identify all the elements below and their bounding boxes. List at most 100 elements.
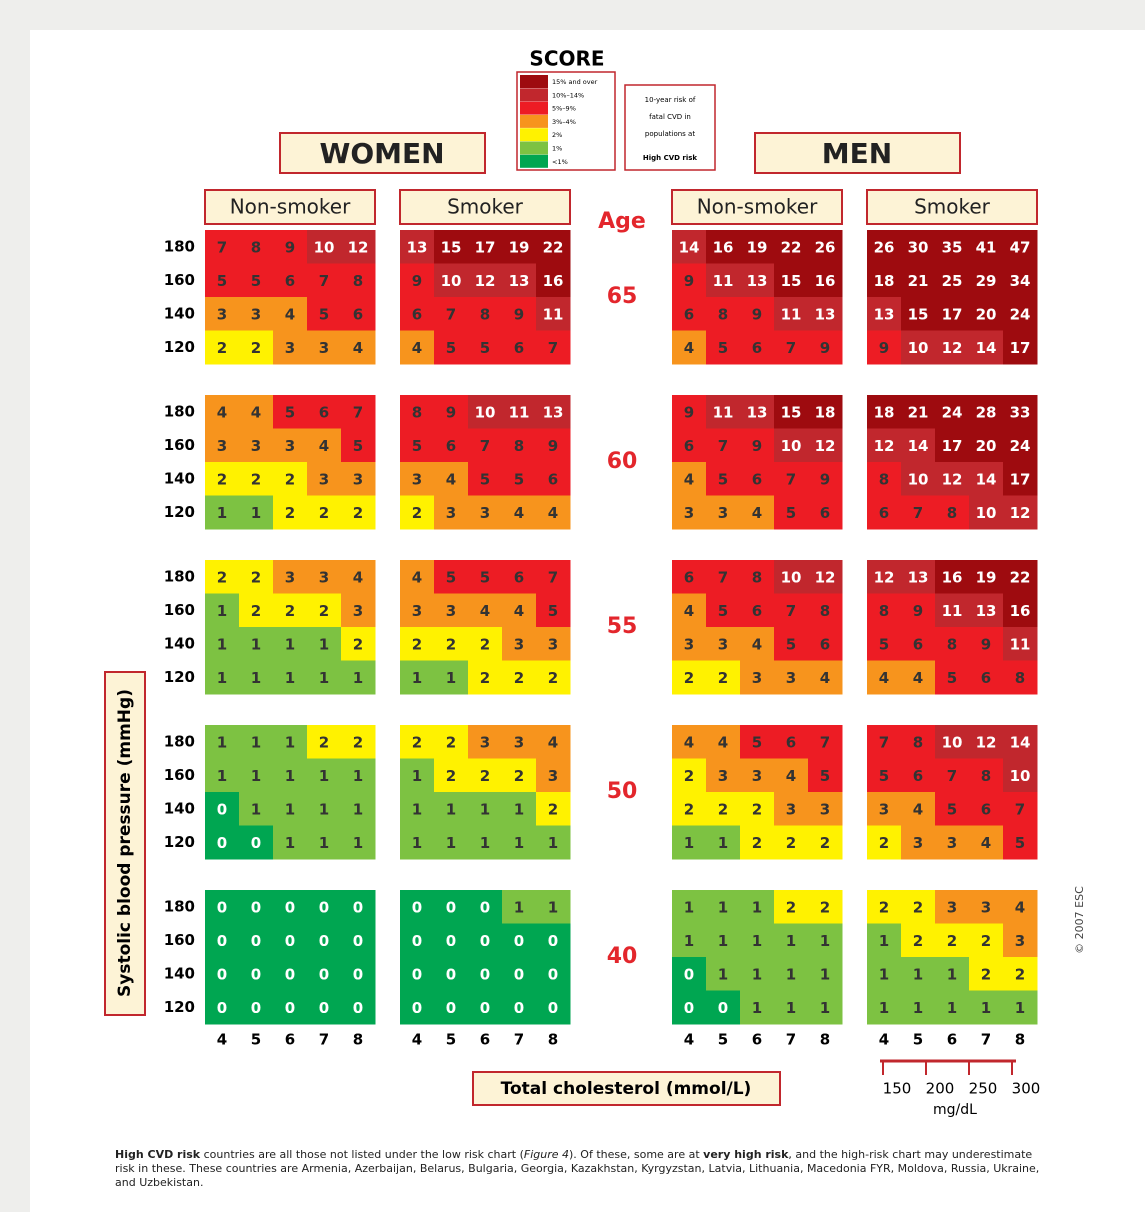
footnote-part: countries are all those not listed under… bbox=[200, 1148, 524, 1161]
risk-cell bbox=[434, 462, 469, 496]
risk-cell bbox=[740, 462, 775, 496]
risk-value: 9 bbox=[285, 238, 295, 256]
risk-value: 5 bbox=[718, 602, 728, 620]
sbp-label: 160 bbox=[164, 271, 195, 289]
risk-value: 12 bbox=[874, 437, 895, 455]
risk-cell bbox=[273, 330, 308, 365]
risk-cell bbox=[341, 725, 376, 759]
risk-value: 1 bbox=[718, 965, 728, 983]
risk-cell bbox=[774, 428, 809, 463]
risk-cell bbox=[468, 263, 503, 298]
risk-value: 6 bbox=[514, 568, 524, 586]
risk-cell bbox=[400, 627, 435, 661]
risk-value: 9 bbox=[913, 602, 923, 620]
risk-value: 0 bbox=[480, 999, 490, 1017]
risk-cell bbox=[434, 495, 469, 530]
risk-cell bbox=[341, 990, 376, 1025]
risk-value: 2 bbox=[251, 568, 261, 586]
risk-value: 7 bbox=[718, 437, 728, 455]
risk-value: 9 bbox=[684, 272, 694, 290]
risk-value: 0 bbox=[548, 965, 558, 983]
risk-cell bbox=[205, 957, 240, 991]
risk-cell bbox=[774, 263, 809, 298]
legend-note: populations at bbox=[645, 130, 695, 138]
age-value: 50 bbox=[607, 779, 638, 804]
risk-cell bbox=[502, 825, 537, 860]
risk-cell bbox=[434, 990, 469, 1025]
risk-value: 24 bbox=[942, 403, 963, 421]
risk-value: 8 bbox=[514, 437, 524, 455]
risk-cell bbox=[307, 560, 342, 594]
risk-cell bbox=[740, 263, 775, 298]
risk-value: 1 bbox=[412, 767, 422, 785]
risk-value: 1 bbox=[217, 733, 227, 751]
risk-cell bbox=[307, 890, 342, 924]
risk-cell bbox=[400, 263, 435, 298]
risk-value: 1 bbox=[913, 965, 923, 983]
risk-value: 13 bbox=[543, 403, 564, 421]
risk-value: 3 bbox=[446, 602, 456, 620]
risk-cell bbox=[1003, 263, 1038, 298]
risk-value: 0 bbox=[217, 965, 227, 983]
risk-value: 4 bbox=[446, 470, 456, 488]
risk-value: 4 bbox=[548, 733, 558, 751]
risk-value: 2 bbox=[251, 339, 261, 357]
risk-value: 6 bbox=[820, 635, 830, 653]
risk-value: 5 bbox=[947, 669, 957, 687]
risk-value: 19 bbox=[509, 238, 530, 256]
risk-cell bbox=[969, 923, 1004, 958]
risk-cell bbox=[740, 495, 775, 530]
footnote: High CVD risk countries are all those no… bbox=[115, 1148, 1055, 1190]
risk-cell bbox=[341, 462, 376, 496]
risk-cell bbox=[706, 792, 741, 826]
risk-value: 1 bbox=[820, 965, 830, 983]
risk-cell bbox=[341, 593, 376, 628]
risk-cell bbox=[706, 758, 741, 793]
risk-cell bbox=[672, 330, 707, 365]
risk-cell bbox=[808, 560, 843, 594]
risk-value: 0 bbox=[514, 965, 524, 983]
risk-cell bbox=[536, 660, 571, 695]
risk-cell bbox=[502, 330, 537, 365]
mg-tick-label: 150 bbox=[883, 1080, 912, 1098]
risk-cell bbox=[706, 957, 741, 991]
sex-header: MEN bbox=[822, 137, 892, 170]
risk-cell bbox=[969, 725, 1004, 759]
risk-cell bbox=[400, 560, 435, 594]
risk-cell bbox=[672, 660, 707, 695]
sbp-label: 180 bbox=[164, 402, 195, 420]
risk-cell bbox=[672, 428, 707, 463]
risk-cell bbox=[774, 957, 809, 991]
sbp-label: 120 bbox=[164, 833, 195, 851]
risk-value: 0 bbox=[548, 932, 558, 950]
sbp-label: 140 bbox=[164, 304, 195, 322]
risk-value: 3 bbox=[446, 504, 456, 522]
risk-value: 25 bbox=[942, 272, 963, 290]
risk-cell bbox=[867, 560, 902, 594]
risk-cell bbox=[205, 297, 240, 331]
legend-label: 2% bbox=[552, 131, 562, 139]
risk-cell bbox=[672, 825, 707, 860]
risk-cell bbox=[536, 428, 571, 463]
risk-value: 0 bbox=[251, 834, 261, 852]
legend-label: <1% bbox=[552, 158, 568, 166]
risk-cell bbox=[706, 330, 741, 365]
cholesterol-tick: 8 bbox=[820, 1031, 830, 1049]
risk-cell bbox=[434, 660, 469, 695]
risk-cell bbox=[341, 395, 376, 429]
footnote-part: , and the high-risk chart may underestim… bbox=[115, 1148, 1040, 1189]
risk-value: 4 bbox=[480, 602, 490, 620]
risk-cell bbox=[706, 725, 741, 759]
risk-cell bbox=[1003, 758, 1038, 793]
risk-value: 2 bbox=[217, 339, 227, 357]
risk-cell bbox=[434, 297, 469, 331]
risk-value: 1 bbox=[285, 635, 295, 653]
risk-value: 2 bbox=[786, 898, 796, 916]
risk-value: 1 bbox=[251, 504, 261, 522]
risk-cell bbox=[205, 990, 240, 1025]
risk-value: 16 bbox=[713, 238, 734, 256]
age-header: Age bbox=[598, 209, 646, 234]
risk-value: 0 bbox=[217, 800, 227, 818]
risk-value: 8 bbox=[251, 238, 261, 256]
risk-cell bbox=[1003, 957, 1038, 991]
